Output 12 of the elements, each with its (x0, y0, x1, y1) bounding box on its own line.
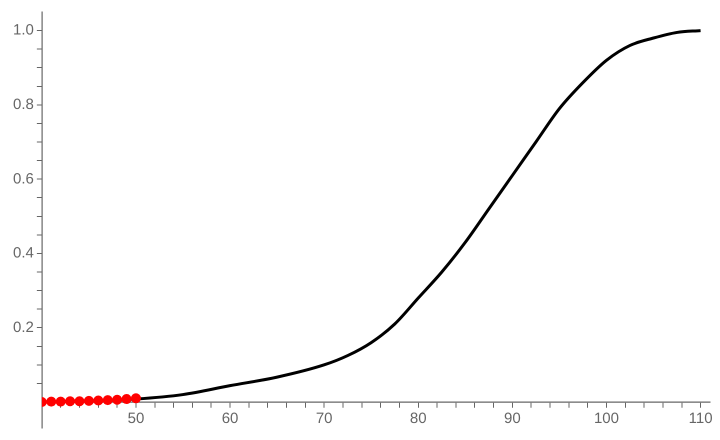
x-tick-label: 60 (222, 410, 238, 428)
y-tick-label: 0.4 (12, 244, 34, 262)
x-tick-label: 70 (316, 410, 333, 428)
y-tick-label: 1.0 (12, 22, 34, 39)
x-tick-label: 110 (688, 410, 713, 428)
x-tick-label: 90 (504, 410, 521, 428)
y-tick-label: 0.2 (12, 318, 34, 336)
x-tick-label: 80 (410, 410, 427, 428)
y-tick-label: 0.6 (12, 170, 34, 188)
x-tick-label: 100 (594, 410, 619, 428)
y-tick-label: 0.8 (12, 96, 34, 113)
x-tick-label: 50 (128, 410, 144, 428)
